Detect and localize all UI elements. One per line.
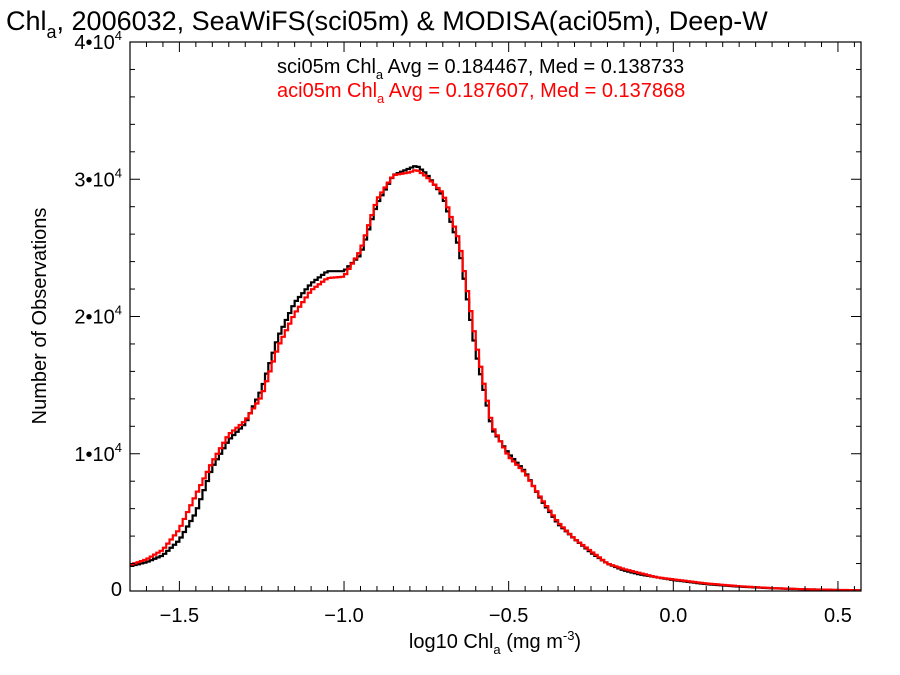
x-tick-label: −1.5 (160, 605, 199, 627)
y-tick-label: 3•104 (74, 165, 122, 191)
chart-title-pre: Chl (6, 6, 47, 36)
tick-layer: −1.5 −1.0 −0.5 0.0 0.5 0 1•104 2•104 3•104 4•104 (74, 28, 861, 627)
series-line-sci05m (130, 165, 861, 592)
y-axis-label: Number of Observations (29, 208, 51, 425)
series-layer (130, 165, 861, 592)
x-tick-label: −0.5 (489, 605, 528, 627)
series-line-aci05m (130, 169, 861, 592)
y-tick-label: 0 (111, 579, 122, 601)
x-tick-label: −1.0 (324, 605, 363, 627)
chart-title-post: , 2006032, SeaWiFS(sci05m) & MODISA(aci0… (57, 6, 769, 36)
chart-title-sub: a (47, 22, 58, 42)
chart-title: Chla, 2006032, SeaWiFS(sci05m) & MODISA(… (6, 6, 768, 42)
x-tick-label: 0.0 (659, 605, 687, 627)
x-tick-label: 0.5 (824, 605, 852, 627)
x-axis-label: log10 Chla (mg m-3) (409, 628, 581, 657)
y-tick-label: 4•104 (74, 28, 122, 54)
legend-sci05m-stats: sci05m Chla Avg = 0.184467, Med = 0.1387… (277, 56, 684, 82)
legend-aci05m-stats: aci05m Chla Avg = 0.187607, Med = 0.1378… (277, 80, 685, 106)
plot-frame (129, 41, 862, 592)
y-tick-label: 1•104 (74, 440, 122, 466)
y-tick-label: 2•104 (74, 303, 122, 329)
